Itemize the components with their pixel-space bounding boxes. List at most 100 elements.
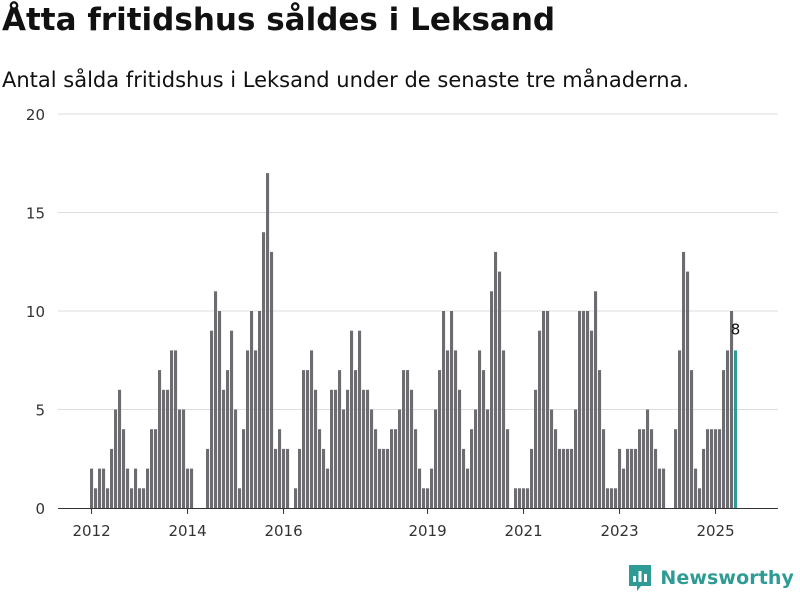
bar <box>182 409 186 508</box>
bar <box>610 488 614 508</box>
bar <box>550 409 554 508</box>
newsworthy-logo-icon <box>629 565 652 591</box>
bar <box>154 429 158 508</box>
bar <box>706 429 710 508</box>
bar <box>462 448 466 508</box>
chart-title: Åtta fritidshus såldes i Leksand <box>2 2 556 38</box>
x-tick-label: 2023 <box>600 522 638 540</box>
bar <box>534 389 538 508</box>
bar <box>622 468 626 508</box>
bar <box>446 350 450 508</box>
bar <box>470 429 474 508</box>
bar <box>106 488 110 508</box>
bar <box>254 350 258 508</box>
bar <box>378 448 382 508</box>
bar <box>618 448 622 508</box>
bar <box>402 370 406 508</box>
bar <box>390 429 394 508</box>
bar <box>258 311 262 508</box>
bar <box>98 468 102 508</box>
bar <box>718 429 722 508</box>
bar <box>554 429 558 508</box>
bar <box>714 429 718 508</box>
bar <box>142 488 146 508</box>
bar <box>606 488 610 508</box>
bar <box>590 330 594 508</box>
x-tick-label: 2012 <box>72 522 110 540</box>
bar <box>230 330 234 508</box>
bar <box>138 488 142 508</box>
x-tick-label: 2025 <box>696 522 734 540</box>
bar <box>374 429 378 508</box>
bar <box>518 488 522 508</box>
bar <box>186 468 190 508</box>
bar <box>686 271 690 508</box>
bar <box>206 448 210 508</box>
bar <box>266 173 270 508</box>
bar <box>162 389 166 508</box>
highlight-bar <box>734 350 738 508</box>
bar <box>134 468 138 508</box>
bar <box>302 370 306 508</box>
bar <box>538 330 542 508</box>
bar <box>166 389 170 508</box>
bar <box>410 389 414 508</box>
bar <box>626 448 630 508</box>
brand-name: Newsworthy <box>660 567 794 589</box>
bar <box>582 311 586 508</box>
bar <box>298 448 302 508</box>
bar <box>350 330 354 508</box>
bar <box>334 389 338 508</box>
y-tick-label: 20 <box>26 106 45 124</box>
bar <box>370 409 374 508</box>
bar <box>414 429 418 508</box>
bar <box>398 409 402 508</box>
bar <box>498 271 502 508</box>
bar <box>366 389 370 508</box>
bar <box>102 468 106 508</box>
bar <box>234 409 238 508</box>
x-tick-label: 2014 <box>168 522 206 540</box>
bar <box>286 448 290 508</box>
bar <box>594 291 598 508</box>
bar <box>314 389 318 508</box>
bar <box>438 370 442 508</box>
bar <box>130 488 134 508</box>
bar <box>346 389 350 508</box>
bar <box>522 488 526 508</box>
bar <box>486 409 490 508</box>
bar <box>250 311 254 508</box>
bar <box>514 488 518 508</box>
bar <box>358 330 362 508</box>
gridlines <box>58 113 778 410</box>
bar <box>530 448 534 508</box>
bar <box>478 350 482 508</box>
bar <box>694 468 698 508</box>
bar <box>282 448 286 508</box>
bar <box>174 350 178 508</box>
x-tick-label: 2021 <box>504 522 542 540</box>
bar <box>614 488 618 508</box>
axes: 0 5 10 15 20 8 2012 2014 2016 2019 2021 2023 2025 <box>26 106 778 540</box>
bar <box>94 488 98 508</box>
x-tick-label: 2016 <box>264 522 302 540</box>
bar <box>630 448 634 508</box>
bar <box>674 429 678 508</box>
bar <box>578 311 582 508</box>
highlight-data-label: 8 <box>731 320 741 338</box>
bar <box>310 350 314 508</box>
bar <box>330 389 334 508</box>
bar <box>382 448 386 508</box>
bar <box>434 409 438 508</box>
bar <box>466 468 470 508</box>
bar <box>114 409 118 508</box>
bar <box>426 488 430 508</box>
bar <box>386 448 390 508</box>
bar <box>242 429 246 508</box>
bar <box>306 370 310 508</box>
bar <box>494 251 498 508</box>
bar <box>418 468 422 508</box>
bar <box>602 429 606 508</box>
bar <box>678 350 682 508</box>
bar <box>146 468 150 508</box>
